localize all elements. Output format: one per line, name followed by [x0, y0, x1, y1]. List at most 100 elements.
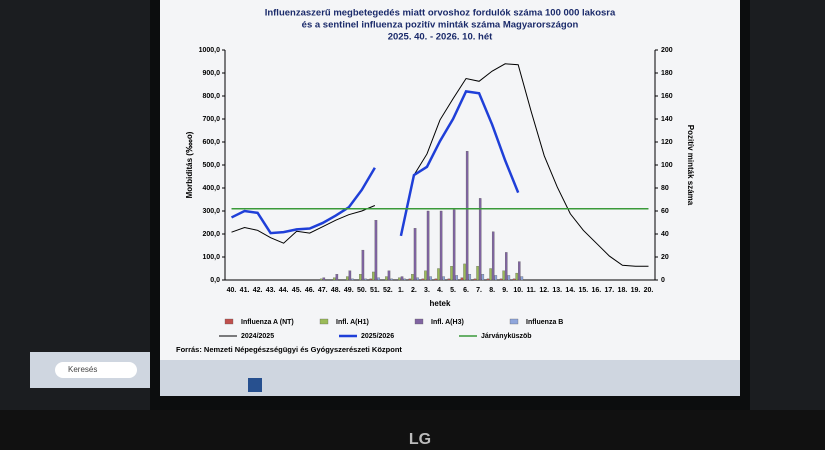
x-tick-label: 50. — [357, 287, 367, 294]
x-tick-label: 44. — [279, 287, 289, 294]
bar — [476, 266, 479, 281]
bar — [450, 266, 453, 281]
y-tick-label: 500,0 — [202, 162, 220, 169]
bar — [361, 249, 365, 281]
bar — [372, 271, 375, 281]
x-tick-label: 10. — [513, 287, 523, 294]
y-tick-label: 300,0 — [202, 208, 220, 215]
x-tick-label: 18. — [618, 287, 628, 294]
series-line — [413, 63, 649, 267]
bar — [322, 277, 326, 281]
legend-label: Influenza B — [526, 319, 563, 326]
x-tick-label: 7. — [476, 287, 482, 294]
bar — [369, 278, 373, 281]
x-tick-label: 20. — [644, 287, 654, 294]
bar — [512, 278, 516, 281]
source: Forrás: Nemzeti Népegészségügyi és Gyógy… — [176, 345, 402, 354]
brand: LG — [409, 431, 431, 448]
bar — [364, 278, 367, 281]
bar — [520, 276, 524, 281]
legend-swatch — [224, 318, 234, 325]
bar — [390, 278, 393, 281]
bar — [473, 278, 477, 281]
bar — [439, 210, 443, 281]
legend-label: Infl. A(H3) — [431, 319, 464, 326]
x-tick-label: 4. — [437, 287, 443, 294]
app-icon[interactable] — [248, 378, 262, 392]
legend-swatch — [319, 318, 329, 325]
bar — [377, 277, 380, 281]
bar — [398, 277, 401, 281]
x-tick-label: 17. — [605, 287, 615, 294]
x-tick-label: 43. — [266, 287, 276, 294]
bar — [416, 277, 419, 281]
y-tick-label: 900,0 — [202, 70, 220, 77]
bar — [434, 278, 438, 281]
bar — [499, 278, 503, 281]
bar — [400, 276, 404, 281]
bar — [374, 220, 378, 281]
bar — [387, 270, 391, 281]
bar — [348, 270, 352, 281]
legend-label: Járványküszöb — [481, 333, 532, 340]
bar — [421, 278, 425, 281]
y2-tick-label: 20 — [661, 254, 669, 261]
bar — [359, 274, 362, 281]
bar — [408, 278, 412, 281]
bar — [494, 275, 498, 281]
y2-tick-label: 40 — [661, 231, 669, 238]
title-line: 2025. 40. - 2026. 10. hét — [388, 32, 493, 43]
bar — [411, 274, 414, 281]
search-field[interactable] — [55, 362, 137, 378]
x-tick-label: 1. — [398, 287, 404, 294]
x-tick-label: 9. — [502, 287, 508, 294]
x-tick-label: 14. — [565, 287, 575, 294]
bar — [346, 276, 349, 281]
x-tick-label: 41. — [240, 287, 250, 294]
bar — [481, 274, 485, 281]
x-tick-label: 49. — [344, 287, 354, 294]
bar — [426, 210, 430, 281]
x-tick-label: 48. — [331, 287, 341, 294]
bar — [351, 278, 354, 281]
bar — [486, 278, 490, 281]
x-tick-label: 2. — [411, 287, 417, 294]
y2-tick-label: 120 — [661, 139, 673, 146]
y-tick-label: 800,0 — [202, 93, 220, 100]
y2-axis-title: Pozitív minták száma — [686, 125, 695, 206]
bar — [502, 270, 505, 281]
bar — [507, 275, 511, 281]
bar — [429, 276, 432, 281]
y2-tick-label: 0 — [661, 277, 665, 284]
legend-label: Influenza A (NT) — [241, 319, 294, 326]
bar — [403, 278, 406, 281]
y2-tick-label: 60 — [661, 208, 669, 215]
y2-tick-label: 140 — [661, 116, 673, 123]
y-tick-label: 600,0 — [202, 139, 220, 146]
bar — [335, 274, 339, 281]
legend-swatch — [509, 318, 519, 325]
y2-tick-label: 80 — [661, 185, 669, 192]
x-tick-label: 11. — [527, 287, 536, 294]
x-tick-label: 45. — [292, 287, 302, 294]
y2-tick-label: 160 — [661, 93, 673, 100]
bar — [455, 275, 459, 281]
bar — [424, 270, 427, 281]
y-tick-label: 400,0 — [202, 185, 220, 192]
bar — [515, 272, 518, 281]
bar — [465, 151, 469, 281]
bar — [413, 228, 417, 281]
bar — [447, 278, 451, 281]
y-tick-label: 200,0 — [202, 231, 220, 238]
bar — [452, 209, 456, 281]
bar — [442, 276, 445, 281]
bar — [491, 231, 495, 281]
bar — [385, 276, 388, 281]
x-tick-label: 47. — [318, 287, 328, 294]
x-axis-title: hetek — [430, 299, 451, 308]
y-tick-label: 100,0 — [202, 254, 220, 261]
search-text: Keresés — [68, 365, 97, 374]
y-tick-label: 0,0 — [210, 277, 220, 284]
x-tick-label: 8. — [489, 287, 495, 294]
